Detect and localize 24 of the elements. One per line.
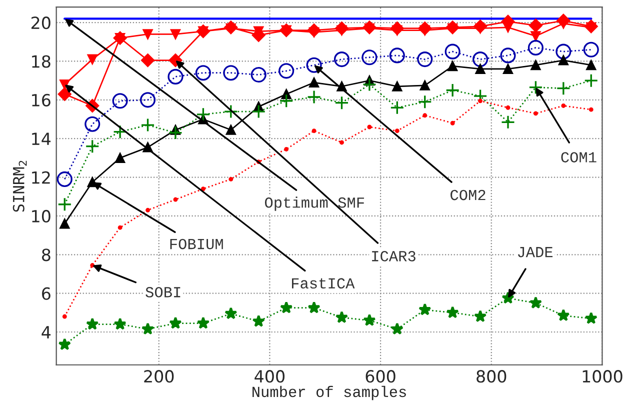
y-axis-title: SINRM$_{2}$ [12, 160, 27, 212]
annotation: COM1 [561, 152, 596, 162]
x-tick-label: 600 [366, 370, 396, 383]
y-tick-label: 12 [32, 171, 50, 184]
y-tick-label: 20 [31, 16, 50, 30]
x-tick-label: 200 [144, 370, 174, 383]
x-tick-label: 800 [476, 370, 506, 383]
y-tick-label: 10 [32, 210, 50, 223]
y-tick-label: 6 [42, 287, 50, 300]
annotation: FOBIUM [170, 238, 223, 250]
y-tick-label: 16 [32, 94, 50, 106]
y-tick-label: 18 [32, 55, 50, 68]
x-axis-title: Number of samples [252, 386, 406, 400]
x-tick-label: 400 [254, 370, 284, 383]
y-tick-label: 8 [42, 248, 50, 262]
y-tick-label: 4 [42, 326, 51, 338]
annotation: SOBI [146, 287, 180, 298]
y-tick-label: 14 [32, 132, 51, 145]
annotation: JADE [518, 247, 553, 258]
annotation: FastICA [292, 278, 355, 289]
x-tick-label: 1000 [582, 370, 622, 383]
annotation: ICAR3 [372, 251, 416, 262]
annotation: Optimum SMF [264, 196, 364, 211]
annotation: COM2 [450, 190, 486, 200]
